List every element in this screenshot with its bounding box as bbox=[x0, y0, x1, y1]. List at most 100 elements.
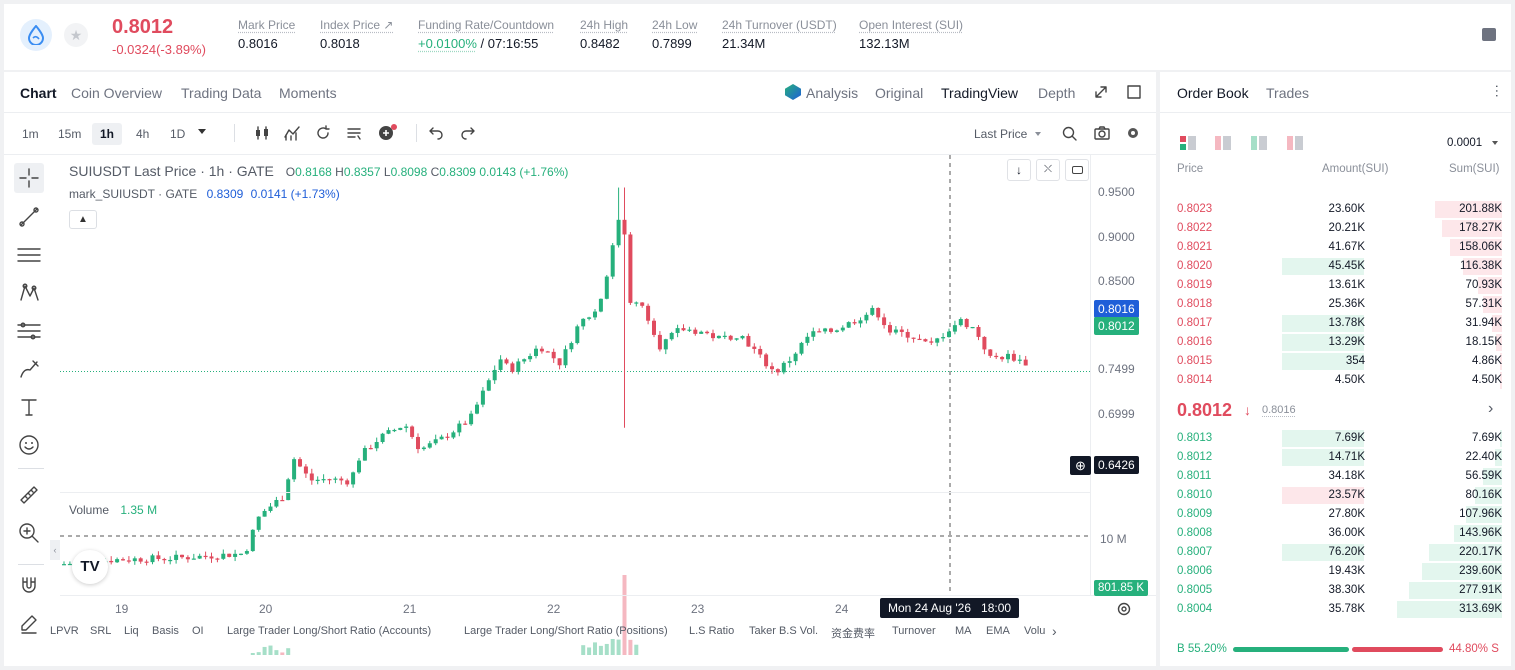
templates-icon[interactable] bbox=[346, 125, 362, 141]
candle bbox=[221, 549, 226, 560]
indicator-tab[interactable]: LPVR bbox=[50, 625, 79, 637]
layout-both-icon[interactable] bbox=[1180, 136, 1196, 150]
expand-icon[interactable] bbox=[1094, 85, 1108, 99]
scroll-right-icon[interactable]: › bbox=[1052, 623, 1057, 639]
scroll-down-icon[interactable]: ↓ bbox=[1007, 159, 1031, 181]
horizontal-lines-tool-icon[interactable] bbox=[14, 240, 44, 270]
camera-icon[interactable] bbox=[1094, 126, 1110, 140]
candlestick-chart[interactable] bbox=[60, 155, 1090, 655]
bid-row[interactable]: 0.8006 19.43K 239.60K bbox=[1172, 562, 1502, 581]
redo-icon[interactable] bbox=[460, 126, 476, 140]
layout-asks-icon[interactable] bbox=[1215, 136, 1231, 150]
indicator-tab[interactable]: Large Trader Long/Short Ratio (Positions… bbox=[464, 625, 668, 637]
bid-row[interactable]: 0.8008 36.00K 143.96K bbox=[1172, 524, 1502, 543]
candle bbox=[805, 332, 810, 346]
indicator-tab[interactable]: Volu bbox=[1024, 625, 1046, 637]
indicator-tab[interactable]: SRL bbox=[90, 625, 112, 637]
timeframe-4h[interactable]: 4h bbox=[136, 127, 150, 141]
magnet-tool-icon[interactable] bbox=[14, 570, 44, 600]
tab-moments[interactable]: Moments bbox=[279, 85, 337, 101]
search-icon[interactable] bbox=[1062, 126, 1077, 141]
timeframe-1m[interactable]: 1m bbox=[22, 127, 39, 141]
precision-select[interactable]: 0.0001 bbox=[1447, 137, 1483, 149]
layout-depth-icon[interactable] bbox=[1287, 136, 1303, 150]
timeframe-dropdown-icon[interactable] bbox=[198, 129, 206, 134]
brush-tool-icon[interactable] bbox=[14, 354, 44, 384]
ask-row[interactable]: 0.8015 354 4.86K bbox=[1172, 352, 1502, 371]
indicator-tab[interactable]: OI bbox=[192, 625, 204, 637]
price-type-caret-icon[interactable] bbox=[1035, 132, 1041, 136]
more-options-icon[interactable]: ··· bbox=[1490, 84, 1506, 98]
ask-row[interactable]: 0.8022 20.21K 178.27K bbox=[1172, 219, 1502, 238]
bid-row[interactable]: 0.8009 27.80K 107.96K bbox=[1172, 505, 1502, 524]
axis-settings-icon[interactable] bbox=[1117, 602, 1131, 616]
trendline-tool-icon[interactable] bbox=[14, 202, 44, 232]
bid-row[interactable]: 0.8005 38.30K 277.91K bbox=[1172, 581, 1502, 600]
bid-row[interactable]: 0.8011 34.18K 56.59K bbox=[1172, 467, 1502, 486]
pattern-tool-icon[interactable] bbox=[14, 278, 44, 308]
indicator-tab[interactable]: Basis bbox=[152, 625, 179, 637]
precision-caret-icon[interactable] bbox=[1492, 141, 1498, 145]
bid-row[interactable]: 0.8012 14.71K 22.40K bbox=[1172, 448, 1502, 467]
zoom-in-tool-icon[interactable] bbox=[14, 518, 44, 548]
bid-row[interactable]: 0.8010 23.57K 80.16K bbox=[1172, 486, 1502, 505]
price-type-select[interactable]: Last Price bbox=[974, 127, 1028, 141]
ask-row[interactable]: 0.8020 45.45K 116.38K bbox=[1172, 257, 1502, 276]
mid-chevron-right-icon[interactable]: › bbox=[1488, 400, 1494, 417]
tab-coin-overview[interactable]: Coin Overview bbox=[71, 85, 163, 101]
ask-row[interactable]: 0.8019 13.61K 70.93K bbox=[1172, 276, 1502, 295]
view-original[interactable]: Original bbox=[875, 85, 924, 101]
undo-icon[interactable] bbox=[428, 126, 444, 140]
view-analysis[interactable]: Analysis bbox=[806, 85, 859, 101]
drawing-edit-icon[interactable] bbox=[14, 608, 44, 638]
info-book-icon[interactable] bbox=[1482, 28, 1496, 41]
ruler-tool-icon[interactable] bbox=[14, 480, 44, 510]
view-depth[interactable]: Depth bbox=[1038, 85, 1076, 101]
settings-gear-icon[interactable] bbox=[1126, 126, 1140, 140]
fib-tool-icon[interactable] bbox=[14, 316, 44, 346]
add-alert-icon[interactable] bbox=[378, 123, 398, 141]
indicators-icon[interactable] bbox=[284, 125, 300, 141]
stat-index-price[interactable]: Index Price ↗ 0.8018 bbox=[320, 18, 394, 51]
tab-trading-data[interactable]: Trading Data bbox=[181, 85, 262, 101]
ask-row[interactable]: 0.8021 41.67K 158.06K bbox=[1172, 238, 1502, 257]
candle-type-icon[interactable] bbox=[254, 125, 270, 141]
ask-row[interactable]: 0.8023 23.60K 201.88K bbox=[1172, 200, 1502, 219]
candle bbox=[185, 555, 190, 563]
indicator-tab[interactable]: MA bbox=[955, 625, 972, 637]
bid-row[interactable]: 0.8004 35.78K 313.69K bbox=[1172, 600, 1502, 619]
indicator-tab[interactable]: Large Trader Long/Short Ratio (Accounts) bbox=[227, 625, 432, 637]
layout-bids-icon[interactable] bbox=[1251, 136, 1267, 150]
ask-row[interactable]: 0.8016 13.29K 18.15K bbox=[1172, 333, 1502, 352]
bid-row[interactable]: 0.8013 7.69K 7.69K bbox=[1172, 429, 1502, 448]
emoji-tool-icon[interactable] bbox=[14, 430, 44, 460]
ask-row[interactable]: 0.8017 13.78K 31.94K bbox=[1172, 314, 1502, 333]
candle bbox=[947, 328, 951, 338]
collapse-panes-icon[interactable]: ⤬ bbox=[1036, 159, 1060, 181]
indicator-tab[interactable]: Liq bbox=[124, 625, 139, 637]
timeframe-1d[interactable]: 1D bbox=[170, 127, 186, 141]
tab-order-book[interactable]: Order Book bbox=[1177, 85, 1249, 101]
collapse-toolbar-handle[interactable]: ‹ bbox=[50, 540, 60, 560]
replay-icon[interactable] bbox=[315, 125, 331, 141]
crosshair-tool-icon[interactable] bbox=[14, 163, 44, 193]
indicator-tab[interactable]: Taker B.S Vol. bbox=[749, 625, 819, 637]
collapse-legend-button[interactable]: ▲ bbox=[69, 210, 97, 229]
maximize-pane-icon[interactable] bbox=[1065, 159, 1089, 181]
indicator-tab[interactable]: EMA bbox=[986, 625, 1010, 637]
indicator-tab[interactable]: L.S Ratio bbox=[689, 625, 735, 637]
ask-row[interactable]: 0.8018 25.36K 57.31K bbox=[1172, 295, 1502, 314]
ask-row[interactable]: 0.8014 4.50K 4.50K bbox=[1172, 371, 1502, 390]
tab-chart[interactable]: Chart bbox=[20, 85, 57, 101]
timeframe-1h[interactable]: 1h bbox=[92, 123, 123, 145]
crosshair-add-icon[interactable]: ⊕ bbox=[1070, 456, 1091, 475]
indicator-tab[interactable]: 资金费率 bbox=[831, 628, 875, 640]
indicator-tab[interactable]: Turnover bbox=[892, 625, 936, 637]
bid-row[interactable]: 0.8007 76.20K 220.17K bbox=[1172, 543, 1502, 562]
text-tool-icon[interactable] bbox=[14, 392, 44, 422]
favorite-star-icon[interactable]: ★ bbox=[64, 23, 88, 47]
window-icon[interactable] bbox=[1127, 85, 1141, 99]
view-tradingview[interactable]: TradingView bbox=[941, 85, 1019, 101]
tab-trades[interactable]: Trades bbox=[1266, 85, 1310, 101]
timeframe-15m[interactable]: 15m bbox=[58, 127, 82, 141]
